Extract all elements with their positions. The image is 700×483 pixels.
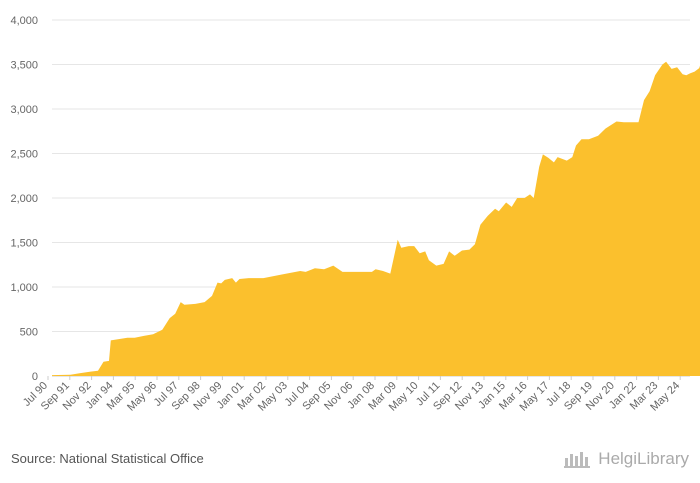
plot-area (52, 57, 700, 376)
y-axis: 0 500 1,000 1,500 2,000 2,500 3,000 3,500 4,000 (10, 15, 38, 383)
y-tick-label: 2,000 (10, 193, 38, 205)
area-chart: 05001,0001,5002,0002,5003,0003,5004,000 … (10, 15, 700, 414)
source-note: Source: National Statistical Office (11, 451, 204, 466)
y-tick-label: 4,000 (10, 15, 38, 27)
y-tick-label: 3,000 (10, 104, 38, 116)
y-tick-label: 500 (20, 327, 38, 339)
brand-name: HelgiLibrary (598, 449, 689, 468)
y-tick-label: 1,000 (10, 282, 38, 294)
y-tick-label: 3,500 (10, 60, 38, 72)
brand-logo[interactable]: HelgiLibrary (564, 449, 689, 469)
chart-footer: Source: National Statistical Office Helg… (0, 440, 700, 483)
y-tick-label: 0 (32, 371, 38, 383)
y-tick-label: 1,500 (10, 238, 38, 250)
helgi-logo-icon (564, 452, 591, 468)
gridlines (52, 19, 690, 377)
series-area[interactable] (52, 57, 700, 376)
y-tick-label: 2,500 (10, 149, 38, 161)
